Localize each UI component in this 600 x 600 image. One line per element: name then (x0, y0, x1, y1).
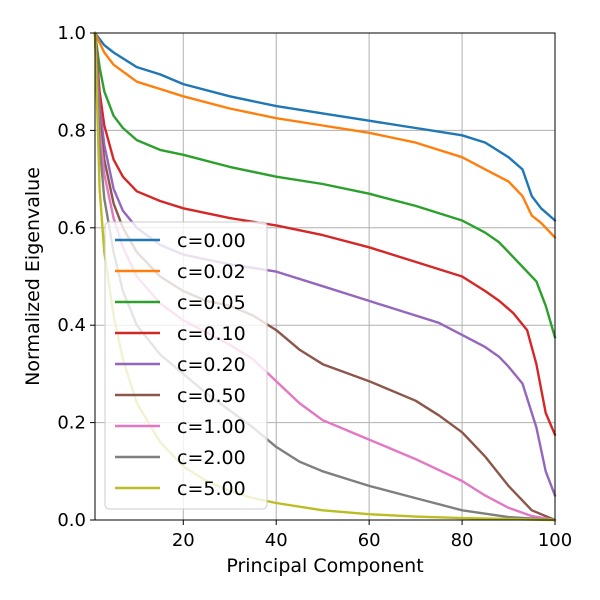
legend-label: c=1.00 (177, 416, 246, 438)
series-line-c=0.05 (93, 31, 557, 339)
x-tick-label: 40 (265, 530, 288, 551)
legend-label: c=0.20 (177, 354, 246, 376)
legend-label: c=0.00 (177, 230, 246, 252)
x-tick-label: 100 (538, 530, 572, 551)
series-line-c=0.02 (93, 31, 557, 239)
legend-label: c=0.10 (177, 323, 246, 345)
y-tick-label: 0.6 (57, 218, 86, 239)
legend-label: c=0.50 (177, 385, 246, 407)
legend-label: c=0.02 (177, 261, 246, 283)
series-line-c=0.10 (93, 31, 557, 436)
legend-label: c=2.00 (177, 447, 246, 469)
series-line-c=0.00 (93, 31, 557, 222)
x-tick-label: 20 (172, 530, 195, 551)
legend: c=0.00 c=0.02 c=0.05 c=0.10 c=0.20 c=0.50 c=1.… (104, 221, 268, 510)
legend-label: c=5.00 (177, 478, 246, 500)
y-tick-label: 1.0 (57, 23, 86, 44)
y-tick-label: 0.0 (57, 510, 86, 531)
plot-frame (94, 32, 556, 521)
x-axis-label: Principal Component (226, 555, 423, 577)
x-tick-label: 60 (358, 530, 381, 551)
axis-ticks: 20 40 60 80 100 0.0 0.2 0.4 0.6 0.8 1.0 (57, 23, 572, 551)
y-axis-label: Normalized Eigenvalue (22, 167, 44, 386)
y-tick-label: 0.8 (57, 120, 86, 141)
y-tick-label: 0.2 (57, 413, 86, 434)
legend-box (104, 221, 268, 510)
legend-label: c=0.05 (177, 292, 246, 314)
series-line-c=0.20 (93, 31, 557, 497)
x-tick-label: 80 (451, 530, 474, 551)
y-tick-label: 0.4 (57, 315, 86, 336)
